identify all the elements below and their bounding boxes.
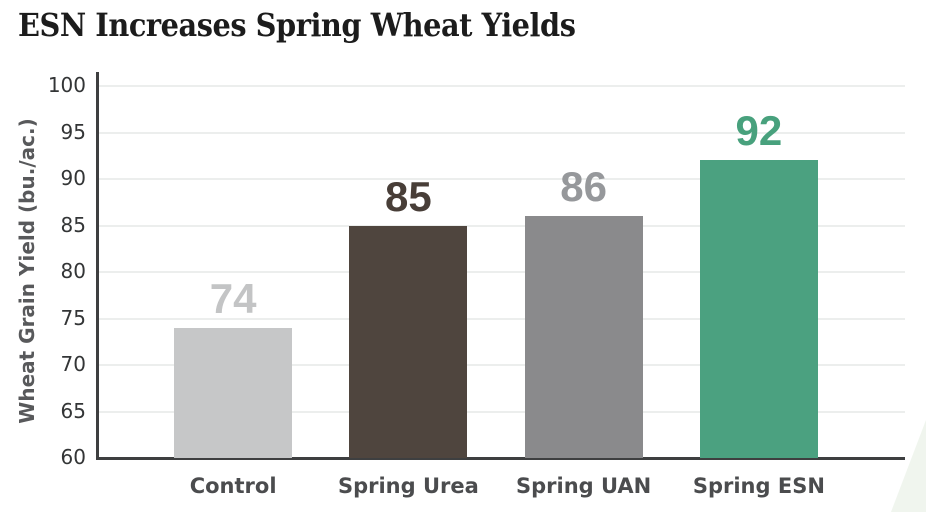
y-tick-label: 90 <box>60 166 86 190</box>
x-category-label: Spring ESN <box>692 474 825 498</box>
gridline <box>99 317 905 320</box>
y-tick-label: 65 <box>60 398 86 423</box>
y-tick-label: 75 <box>60 305 86 330</box>
x-category-label: Spring Urea <box>337 474 479 498</box>
bar-value-label: 86 <box>560 163 607 211</box>
y-tick-label: 70 <box>60 352 86 376</box>
gridline <box>99 224 905 227</box>
gridline <box>99 410 905 413</box>
bar-value-label: 85 <box>385 172 432 220</box>
bar-value-label: 92 <box>735 107 783 155</box>
bar-control <box>174 327 293 458</box>
gridline <box>99 364 905 366</box>
y-axis-line <box>96 72 99 460</box>
y-tick-label: 60 <box>60 445 86 469</box>
bar-value-label: 74 <box>209 274 257 322</box>
gridline <box>99 178 905 180</box>
gridline <box>99 271 905 273</box>
bar-spring-esn <box>699 160 818 458</box>
y-tick-label: 80 <box>60 259 86 283</box>
x-category-label: Spring UAN <box>516 474 652 498</box>
gridline <box>99 85 905 87</box>
y-tick-label: 100 <box>47 73 86 97</box>
y-tick-label: 95 <box>60 119 86 144</box>
bar-spring-urea <box>349 225 468 458</box>
x-category-label: Control <box>189 474 277 498</box>
x-axis-line <box>96 457 905 460</box>
chart-title: ESN Increases Spring Wheat Yields <box>18 6 576 44</box>
bar-spring-uan <box>524 216 643 458</box>
y-tick-label: 85 <box>60 212 86 237</box>
gridline <box>99 131 905 134</box>
corner-accent-triangle <box>891 420 926 512</box>
